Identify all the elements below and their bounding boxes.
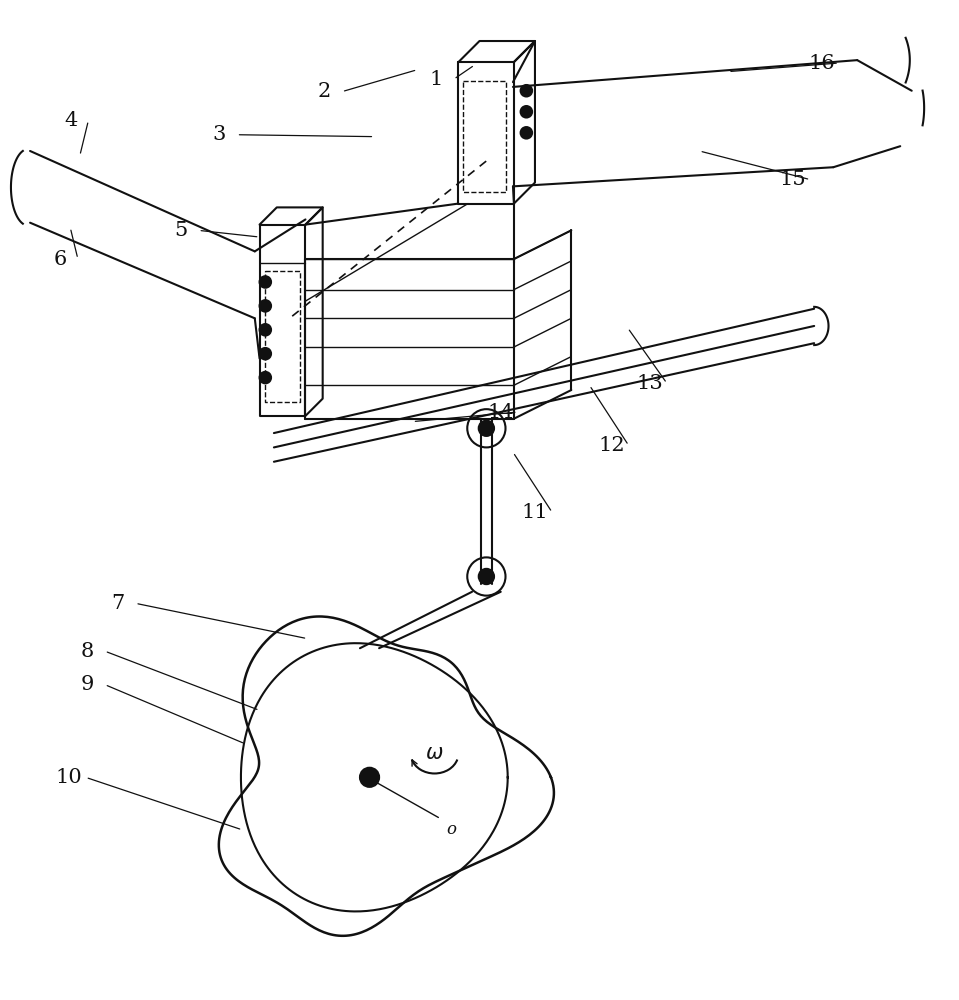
Circle shape	[479, 421, 494, 436]
Circle shape	[521, 85, 532, 96]
Text: 14: 14	[487, 403, 514, 422]
Text: 3: 3	[213, 125, 226, 144]
Text: 13: 13	[637, 374, 663, 393]
Text: 6: 6	[54, 250, 67, 269]
Circle shape	[260, 348, 271, 359]
Circle shape	[260, 372, 271, 383]
Circle shape	[260, 276, 271, 288]
Text: 16: 16	[808, 54, 835, 73]
Circle shape	[360, 768, 379, 787]
Text: 7: 7	[111, 594, 125, 613]
Circle shape	[479, 569, 494, 584]
Text: 9: 9	[81, 675, 94, 694]
Circle shape	[260, 300, 271, 312]
Text: o: o	[446, 821, 456, 838]
Text: 2: 2	[318, 82, 331, 101]
Text: 10: 10	[55, 768, 82, 787]
Text: 12: 12	[598, 436, 624, 455]
Text: 4: 4	[64, 111, 78, 130]
Text: 1: 1	[430, 70, 443, 89]
Text: 8: 8	[81, 642, 94, 661]
Text: 5: 5	[175, 221, 188, 240]
Circle shape	[521, 127, 532, 139]
Text: $\omega$: $\omega$	[425, 744, 444, 763]
Text: 11: 11	[522, 503, 549, 522]
Circle shape	[260, 324, 271, 336]
Circle shape	[521, 106, 532, 118]
Text: 15: 15	[780, 170, 807, 189]
